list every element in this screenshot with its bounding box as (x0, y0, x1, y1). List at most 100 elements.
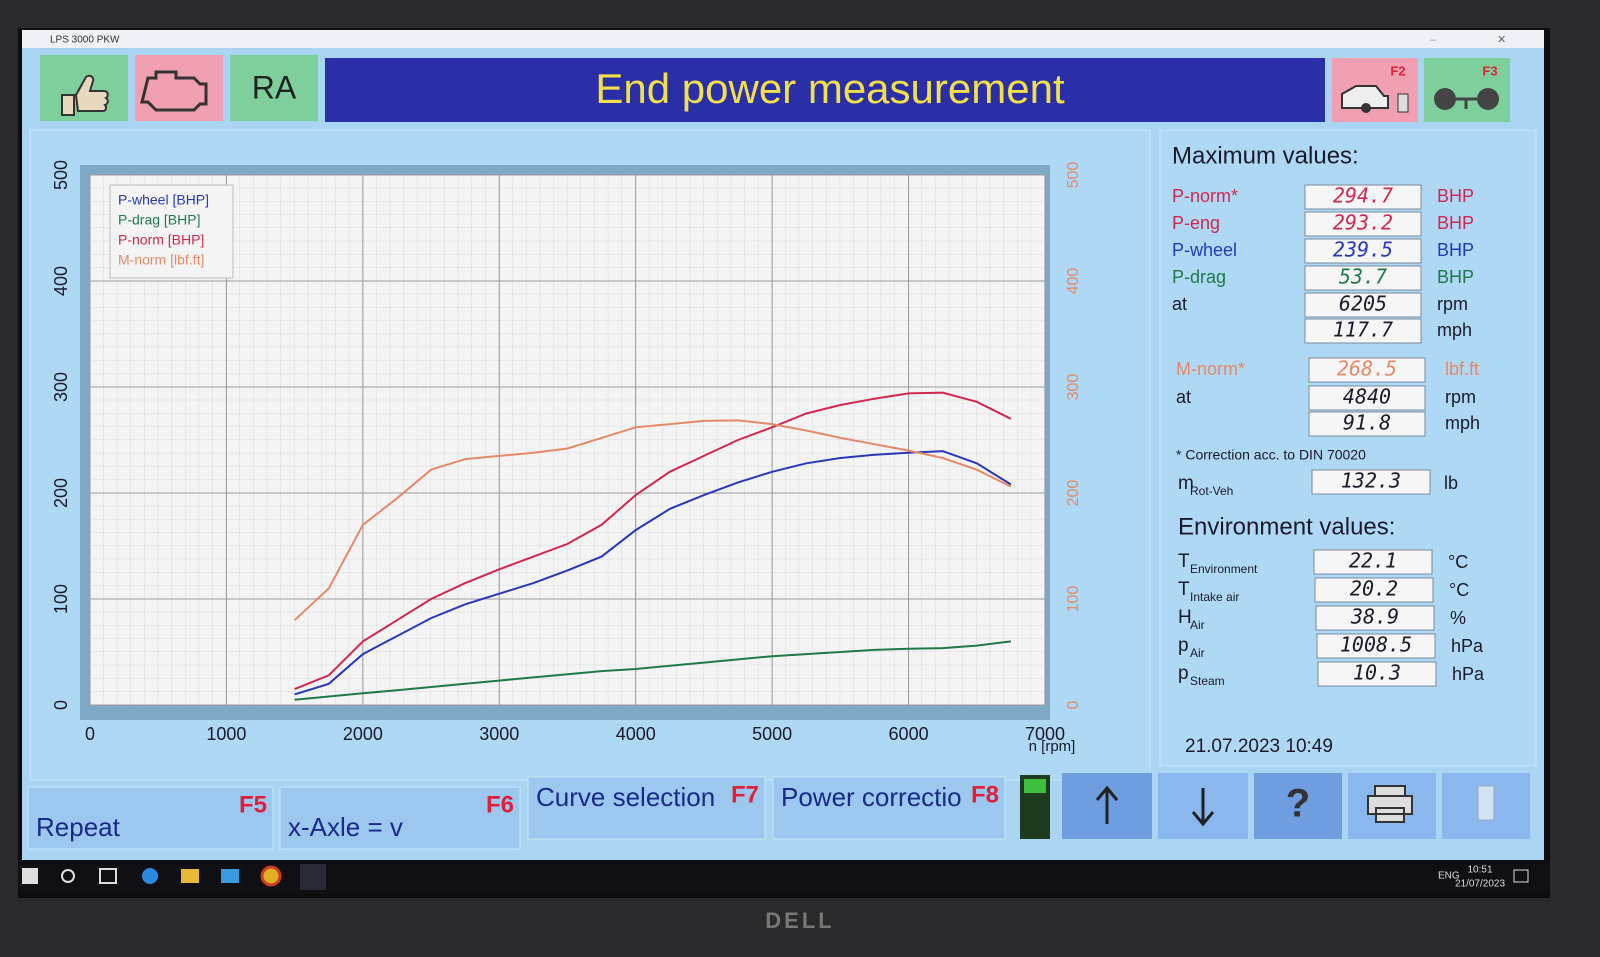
key-backdrop (721, 781, 763, 809)
section-heading: Environment values: (1178, 513, 1395, 540)
value-unit: °C (1448, 552, 1468, 572)
value-box (1304, 318, 1422, 344)
y-tick-label: 300 (51, 372, 71, 402)
key-label: x-Axle = v (288, 812, 403, 842)
value-label-sub: Environment (1190, 562, 1258, 576)
chrome-app[interactable] (260, 865, 282, 887)
start-button[interactable] (22, 868, 38, 884)
lps-app[interactable] (300, 864, 326, 890)
roll-icon (1434, 88, 1456, 110)
value-field: 132.3 (1341, 469, 1401, 493)
roll-icon (1477, 88, 1499, 110)
value-label: m (1178, 473, 1194, 494)
legend-entry: P-norm [BHP] (118, 232, 204, 248)
taskview-button[interactable] (99, 868, 117, 884)
value-field: 38.9 (1350, 605, 1399, 629)
value-label: H (1178, 607, 1192, 628)
key-label: Power correction (781, 782, 976, 812)
taskbar (18, 860, 1550, 894)
y2-tick-label: 500 (1065, 162, 1082, 189)
y-tick-label: 200 (51, 478, 71, 508)
x-tick-label: 1000 (206, 724, 246, 744)
value-box (1311, 469, 1431, 495)
value-label-sub: Air (1190, 618, 1205, 632)
x-tick-label: 6000 (889, 724, 929, 744)
x-tick-label: 5000 (752, 724, 792, 744)
value-unit: BHP (1437, 213, 1474, 233)
value-box (1304, 292, 1422, 318)
value-field: 53.7 (1339, 265, 1387, 289)
value-unit: BHP (1437, 186, 1474, 206)
value-box (1304, 184, 1422, 210)
value-field: 294.7 (1333, 184, 1393, 208)
value-box (1314, 577, 1434, 603)
x-tick-label: 0 (85, 724, 95, 744)
value-box (1308, 411, 1426, 437)
curve (294, 391, 1012, 691)
tray-date: 21/07/2023 (1455, 879, 1505, 890)
value-unit: hPa (1452, 664, 1485, 684)
value-field: 10.3 (1353, 661, 1401, 685)
help-button[interactable] (1254, 773, 1342, 839)
f3-button[interactable] (1424, 58, 1510, 122)
value-box (1313, 549, 1433, 575)
value-box (1304, 238, 1422, 264)
mail-app[interactable] (221, 869, 239, 883)
y2-tick-label: 300 (1065, 374, 1082, 401)
value-unit: hPa (1451, 636, 1484, 656)
value-field: 22.1 (1349, 549, 1397, 573)
value-label-sub: Steam (1190, 674, 1225, 688)
roller-icon (1397, 93, 1409, 113)
section-heading: Maximum values: (1172, 142, 1359, 169)
value-label-sub: Air (1190, 646, 1205, 660)
ra-label: RA (252, 69, 297, 105)
key-code: F8 (971, 781, 999, 808)
value-unit: °C (1449, 580, 1469, 600)
x-axis-label: n [rpm] (1029, 738, 1076, 755)
y2-tick-label: 100 (1065, 586, 1082, 613)
edge-app[interactable] (142, 868, 158, 884)
function-keys: Repeat F5 x-Axle = v F6 Curve selection F7 Pow… (27, 776, 1006, 850)
correction-note: * Correction acc. to DIN 70020 (1176, 447, 1366, 463)
y-tick-label: 400 (51, 266, 71, 296)
explorer-app[interactable] (181, 869, 199, 883)
ra-button[interactable] (230, 55, 318, 121)
search-button[interactable] (61, 869, 75, 883)
win-close[interactable]: ✕ (1497, 34, 1506, 46)
value-unit: rpm (1445, 387, 1476, 407)
value-unit: rpm (1437, 294, 1468, 314)
value-field: 1008.5 (1340, 633, 1412, 657)
title-band (325, 58, 1325, 122)
title-bar (22, 30, 1544, 48)
value-field: 6205 (1339, 292, 1387, 316)
minor-grid (90, 175, 1045, 705)
value-label: at (1172, 294, 1187, 314)
value-label: T (1178, 579, 1190, 600)
value-unit: mph (1445, 413, 1480, 433)
key-backdrop (476, 790, 518, 818)
wheel-icon (1361, 103, 1371, 113)
win-min[interactable]: – (1430, 34, 1437, 46)
tray-lang: ENG (1438, 871, 1460, 882)
curve (293, 419, 1012, 621)
value-label-sub: Intake air (1190, 590, 1239, 604)
link-icon (1456, 97, 1477, 109)
value-box (1308, 385, 1426, 411)
value-box (1304, 265, 1422, 291)
value-label-sub: Rot-Veh (1190, 484, 1233, 498)
value-label: M-norm* (1176, 359, 1245, 379)
screen-title: End power measurement (595, 65, 1065, 112)
y2-tick-label: 200 (1065, 480, 1082, 507)
notifications[interactable] (1513, 869, 1529, 883)
help-icon: ? (1286, 782, 1310, 826)
key-code: F5 (239, 791, 267, 818)
f2-key: F2 (1390, 63, 1405, 78)
value-field: 91.8 (1343, 411, 1391, 435)
value-box (1316, 633, 1436, 659)
value-label: at (1176, 387, 1191, 407)
x-tick-label: 7000 (1025, 724, 1065, 744)
tray-time: 10:51 (1467, 865, 1492, 876)
value-box (1317, 661, 1437, 687)
legend-box (109, 184, 234, 279)
